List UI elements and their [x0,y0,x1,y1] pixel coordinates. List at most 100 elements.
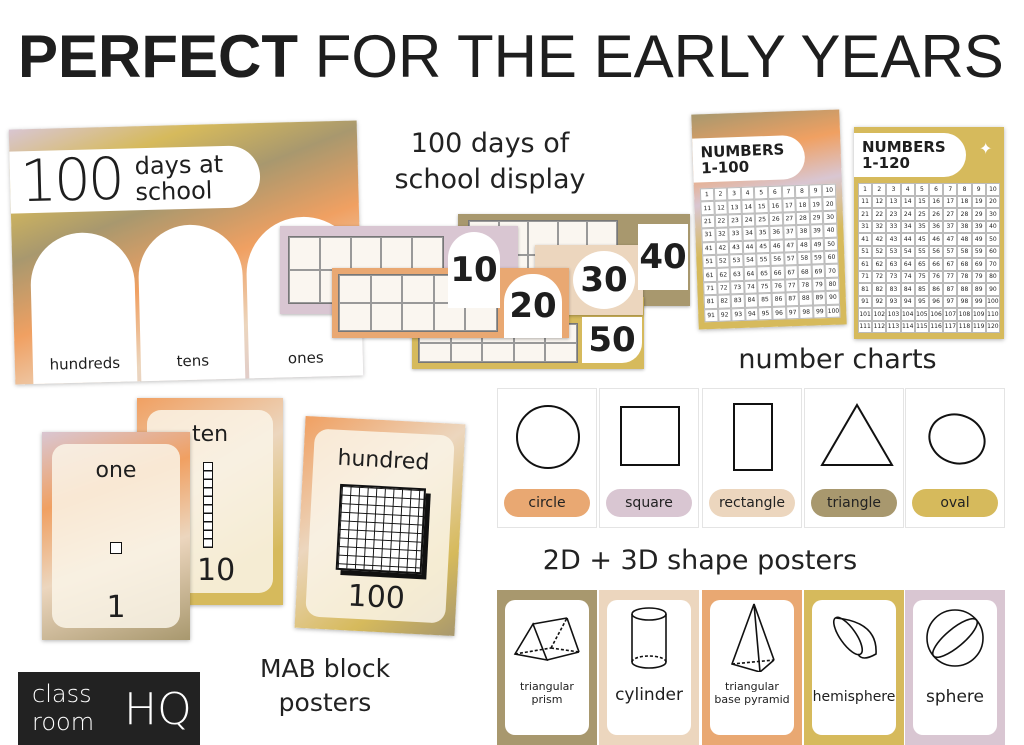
number-cell: 33 [728,227,743,241]
number-cell: 11 [858,195,873,208]
number-cell: 78 [957,270,972,283]
number-cell: 94 [744,307,759,321]
number-cell: 95 [758,306,773,321]
headline-rest: FOR THE EARLY YEARS [314,23,1004,90]
number-cell: 93 [886,295,901,308]
number-cell: 50 [985,233,1000,246]
number-cell: 61 [702,268,717,283]
card-10-number: 10 [448,232,500,308]
number-cell: 97 [785,305,800,320]
number-cell: 15 [754,199,769,214]
number-cell: 36 [769,225,784,240]
number-cell: 67 [943,258,958,271]
number-cell: 81 [703,295,718,309]
number-cell: 91 [858,295,873,308]
number-cell: 65 [757,266,772,281]
number-cell: 87 [943,283,958,296]
number-cell: 85 [914,283,929,296]
number-cell: 58 [957,245,972,258]
number-cell: 34 [900,220,915,233]
number-cell: 14 [741,199,756,214]
poster-square: square [599,388,699,528]
number-cell: 27 [782,211,797,226]
number-cell: 119 [971,320,986,333]
number-cell: 43 [886,233,901,246]
number-cell: 96 [772,306,787,320]
number-cell: 17 [943,195,958,208]
number-cell: 47 [943,233,958,246]
mab-one-poster: one 1 [42,432,190,640]
number-cell: 65 [914,258,929,271]
number-cell: 35 [914,220,929,233]
number-cell: 117 [943,320,958,333]
mab-hundred-poster: hundred 100 [294,415,466,637]
number-cell: 89 [812,291,827,306]
headline: PERFECT FOR THE EARLY YEARS [18,22,1018,91]
poster-triangular-base-pyramid: triangular base pyramid [702,590,802,745]
number-cell: 64 [900,258,915,271]
number-cell: 39 [971,220,986,233]
number-cell: 46 [928,233,944,246]
number-cell: 47 [783,238,798,253]
unit-cube-icon [110,542,122,554]
number-cell: 1 [699,187,714,202]
number-cell: 21 [858,208,873,221]
number-cell: 54 [742,253,758,268]
poster-triangular-prism: triangular prism [497,590,597,745]
card-50-number: 50 [582,317,642,363]
number-cell: 29 [809,210,824,225]
number-cell: 13 [886,195,901,208]
number-cell: 19 [809,197,824,212]
sphere-icon [926,609,984,667]
number-cell: 55 [914,245,929,258]
number-cell: 64 [743,266,758,281]
number-cell: 44 [900,233,915,246]
number-cell: 3 [886,183,901,196]
number-cell: 67 [784,265,799,280]
sparkle-icon: ✦ [979,139,993,158]
number-cell: 92 [717,307,732,322]
number-cell: 29 [971,208,986,221]
number-cell: 32 [872,220,887,233]
number-cell: 48 [796,238,811,252]
number-cell: 69 [811,264,826,279]
number-cell: 68 [957,258,972,271]
number-cell: 98 [957,295,972,308]
number-charts-caption: number charts [738,344,937,375]
poster-sphere: sphere [905,590,1005,745]
poster-hemisphere: hemisphere [804,590,904,745]
number-cell: 81 [858,283,873,296]
number-cell: 71 [703,281,718,296]
number-cell: 5 [914,183,929,196]
number-cell: 86 [771,292,786,307]
number-cell: 38 [957,220,972,233]
mab-caption: MAB block posters [259,654,391,717]
prism-icon [513,617,580,662]
number-cell: 63 [729,267,744,282]
poster-big-number: 100 [19,144,123,216]
number-cell: 72 [716,281,731,296]
number-cell: 6 [767,185,782,200]
number-cell: 99 [971,295,986,308]
number-cell: 73 [730,280,745,295]
number-cell: 66 [770,265,785,280]
poster-oval: oval [905,388,1005,528]
number-cell: 92 [872,295,887,308]
number-cell: 18 [795,197,810,212]
number-cell: 43 [728,240,743,255]
number-cell: 24 [741,213,756,228]
number-cell: 31 [701,228,716,242]
number-cell: 57 [943,245,958,258]
hundred-days-caption: 100 days of school display [394,128,586,195]
number-cell: 5 [754,186,769,200]
number-cell: 41 [858,233,873,246]
number-cell: 100 [985,295,1000,308]
number-cell: 75 [914,270,929,283]
number-cell: 105 [914,308,929,321]
number-cell: 107 [943,308,958,321]
number-cell: 35 [755,226,770,241]
number-cell: 63 [886,258,901,271]
number-cell: 49 [971,233,986,246]
number-cell: 1 [858,183,873,196]
number-cell: 83 [730,294,745,308]
